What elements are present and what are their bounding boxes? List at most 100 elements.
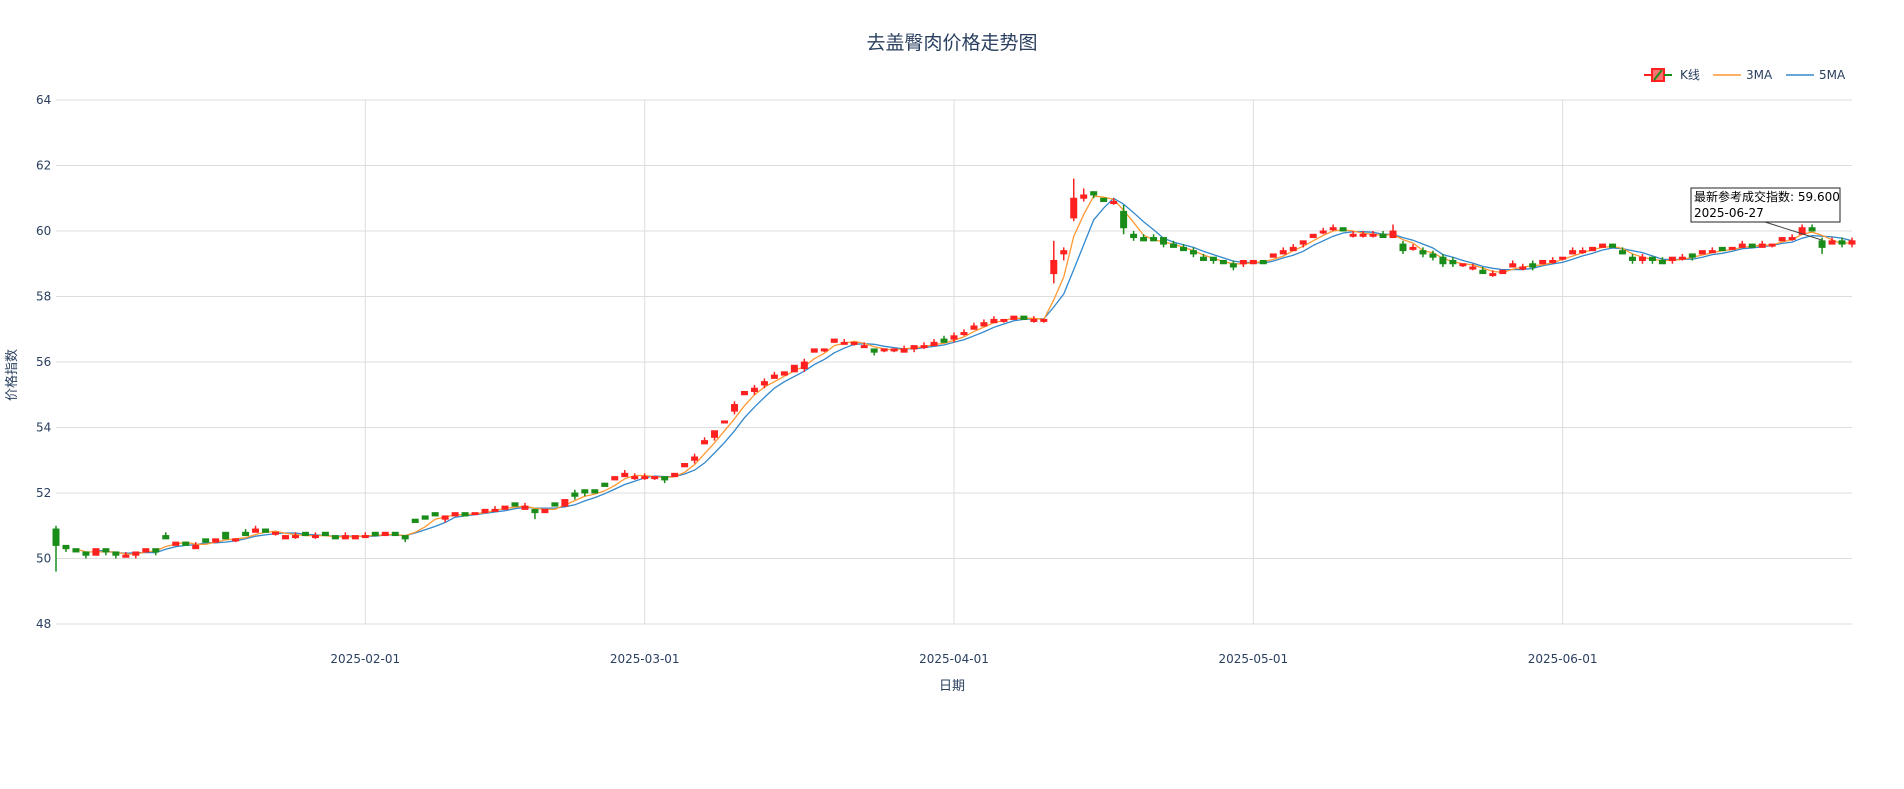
candle-down[interactable] [1150,234,1158,242]
candle-down[interactable] [1808,224,1816,232]
candle-body[interactable] [780,371,788,376]
candle-up[interactable] [291,532,299,539]
candle-up[interactable] [691,453,699,464]
candle-body[interactable] [820,348,828,352]
candle-body[interactable] [262,528,270,533]
candle-up[interactable] [1469,263,1477,271]
candle-body[interactable] [900,348,908,353]
candle-body[interactable] [1638,256,1646,261]
candle-up[interactable] [1359,231,1367,238]
candle-up[interactable] [1409,244,1417,251]
candle-body[interactable] [581,489,589,494]
candle-up[interactable] [920,342,928,349]
candle-up[interactable] [1539,259,1547,265]
candle-down[interactable] [1229,260,1237,271]
candle-down[interactable] [401,535,409,543]
candle-down[interactable] [1619,247,1627,255]
candle-up[interactable] [1569,247,1577,255]
candle-body[interactable] [661,476,669,481]
candle-up[interactable] [730,401,738,415]
candle-up[interactable] [721,420,729,424]
candle-up[interactable] [1309,233,1317,239]
candle-body[interactable] [331,535,339,540]
candle-body[interactable] [172,541,180,546]
candle-body[interactable] [1349,233,1357,237]
candle-up[interactable] [521,502,529,510]
candle-body[interactable] [1848,240,1856,245]
candle-body[interactable] [1688,253,1696,258]
candle-body[interactable] [591,489,599,494]
candle-down[interactable] [571,489,579,500]
candle-up[interactable] [641,473,649,480]
candle-down[interactable] [1439,253,1447,268]
candle-body[interactable] [571,492,579,497]
candle-body[interactable] [1728,246,1736,250]
candle-up[interactable] [1728,246,1736,250]
candle-body[interactable] [920,345,928,349]
candle-body[interactable] [740,390,748,396]
candle-up[interactable] [740,390,748,396]
candle-body[interactable] [1748,243,1756,248]
candle-body[interactable] [671,472,679,478]
candle-body[interactable] [1628,256,1636,261]
candle-body[interactable] [1459,263,1467,267]
candle-up[interactable] [1509,260,1517,268]
candle-body[interactable] [1409,246,1417,250]
candle-down[interactable] [222,531,230,540]
candle-body[interactable] [1469,266,1477,270]
candle-body[interactable] [152,548,160,553]
candle-up[interactable] [232,538,240,543]
candle-body[interactable] [760,381,768,386]
candle-body[interactable] [1389,230,1397,239]
candle-body[interactable] [1160,237,1168,245]
candle-up[interactable] [950,332,958,343]
candle-body[interactable] [1579,250,1587,254]
candle-body[interactable] [1519,266,1527,270]
candle-layer[interactable] [52,178,1856,572]
candle-up[interactable] [900,345,908,353]
candle-body[interactable] [1658,259,1666,265]
candle-body[interactable] [1239,259,1247,265]
candle-body[interactable] [1449,259,1457,265]
candle-body[interactable] [1788,237,1796,241]
candle-up[interactable] [1758,240,1766,248]
candle-body[interactable] [341,535,349,540]
candle-down[interactable] [82,551,90,559]
candle-body[interactable] [1599,243,1607,248]
candle-down[interactable] [1838,237,1846,248]
candle-body[interactable] [491,508,499,512]
candle-down[interactable] [52,525,60,572]
candle-body[interactable] [1738,243,1746,248]
candle-body[interactable] [301,531,309,537]
legend-item-5ma[interactable]: 5MA [1786,68,1846,82]
candle-down[interactable] [1209,256,1217,264]
candle-up[interactable] [1239,259,1247,268]
candle-up[interactable] [850,341,858,346]
candle-body[interactable] [1060,250,1068,255]
candle-up[interactable] [1459,263,1467,268]
candle-body[interactable] [1000,318,1008,322]
candle-body[interactable] [92,548,100,556]
candle-body[interactable] [1219,259,1227,265]
candle-body[interactable] [631,476,639,480]
candle-up[interactable] [860,342,868,349]
candle-up[interactable] [1638,253,1646,264]
candle-body[interactable] [421,515,429,520]
candle-body[interactable] [281,535,289,540]
candle-body[interactable] [990,318,998,324]
candle-body[interactable] [681,463,689,468]
candle-body[interactable] [651,476,659,480]
candle-up[interactable] [880,348,888,353]
candle-down[interactable] [511,502,519,507]
candle-up[interactable] [1269,253,1277,258]
candle-body[interactable] [1609,243,1617,248]
candle-body[interactable] [621,472,629,478]
candle-up[interactable] [1549,257,1557,264]
candle-body[interactable] [162,535,170,540]
candle-body[interactable] [880,348,888,352]
candle-body[interactable] [112,551,120,556]
candle-body[interactable] [1170,243,1178,248]
candle-up[interactable] [711,430,719,441]
candle-body[interactable] [1379,233,1387,239]
candle-up[interactable] [561,499,569,507]
